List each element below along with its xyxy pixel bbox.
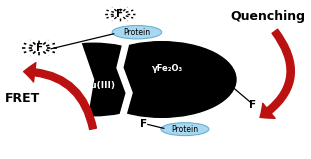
Text: F: F — [116, 9, 123, 19]
Wedge shape — [21, 43, 94, 116]
Circle shape — [22, 43, 165, 116]
Text: FRET: FRET — [5, 92, 41, 105]
Text: F: F — [36, 43, 43, 53]
FancyArrowPatch shape — [24, 63, 96, 129]
Ellipse shape — [112, 25, 162, 39]
Text: F: F — [140, 119, 147, 129]
Text: F: F — [249, 100, 257, 110]
Text: Protein: Protein — [123, 28, 151, 37]
Circle shape — [87, 42, 236, 117]
Text: Protein: Protein — [171, 125, 198, 134]
Text: Eu(III): Eu(III) — [84, 81, 115, 90]
Ellipse shape — [161, 123, 209, 136]
Text: γFe₂O₃: γFe₂O₃ — [152, 64, 183, 73]
FancyArrowPatch shape — [260, 29, 295, 118]
Text: Quenching: Quenching — [231, 10, 306, 23]
